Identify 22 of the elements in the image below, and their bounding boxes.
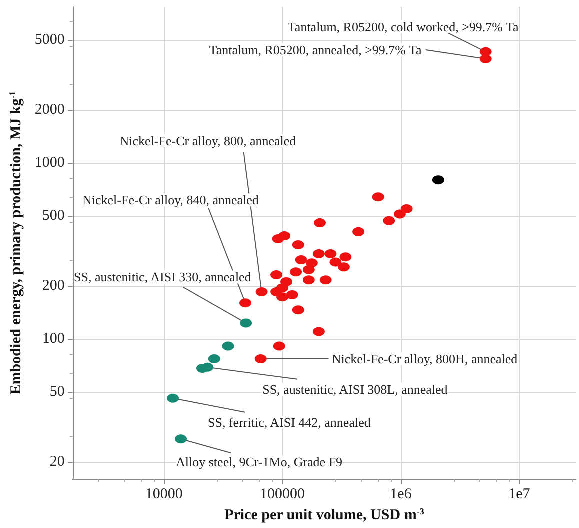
y-tick-label: 100 (42, 331, 65, 348)
x-tick-label: 1e6 (390, 486, 412, 503)
x-tick-label: 10000 (145, 486, 183, 503)
annotation: SS, austenitic, AISI 330, annealed (74, 270, 252, 285)
y-tick-label: 50 (50, 384, 65, 400)
annotation: Nickel-Fe-Cr alloy, 800H, annealed (332, 352, 518, 366)
annotation: Alloy steel, 9Cr-1Mo, Grade F9 (176, 454, 343, 470)
annotation: Nickel-Fe-Cr alloy, 840, annealed (82, 192, 260, 208)
annotation: SS, austenitic, AISI 308L, annealed (262, 382, 448, 397)
annotation: Tantalum, R05200, annealed, >99.7% Ta (209, 42, 422, 58)
x-tick-label: 100000 (260, 486, 306, 503)
annotation: Nickel-Fe-Cr alloy, 800, annealed (120, 134, 297, 148)
y-tick-label: 5000 (34, 32, 65, 48)
y-tick-label: 2000 (34, 102, 65, 118)
annotation: SS, ferritic, AISI 442, annealed (208, 414, 372, 430)
y-axis-title: Embodied energy, primary production, MJ kg-1 (8, 90, 24, 395)
y-tick-label: 500 (42, 208, 65, 224)
x-tick-label: 1e7 (508, 486, 531, 503)
annotation: Tantalum, R05200, cold worked, >99.7% Ta (288, 19, 520, 34)
y-tick-label: 20 (50, 454, 65, 470)
y-tick-label: 200 (42, 278, 65, 294)
y-tick-label: 1000 (34, 155, 65, 172)
